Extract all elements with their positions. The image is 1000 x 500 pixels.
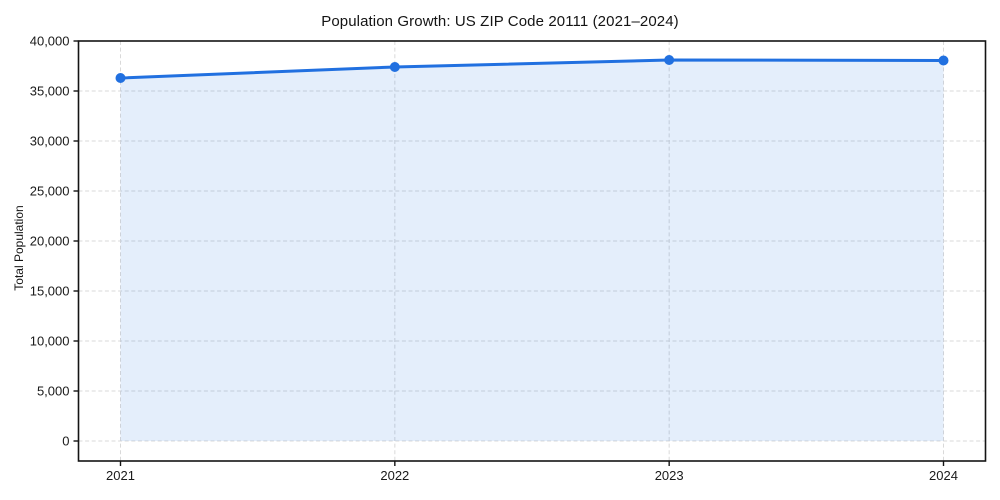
y-tick-label: 20,000 [30,234,70,249]
data-point-2021 [115,73,126,83]
y-tick-label: 15,000 [30,284,70,299]
trend-line [119,58,945,80]
plot-border [77,40,987,462]
y-tick-label: 30,000 [30,134,70,149]
y-tick-label: 5,000 [37,384,70,399]
x-tick-label: 2021 [106,468,135,483]
y-tick-label: 25,000 [30,184,70,199]
data-point-2024 [938,55,949,66]
y-tick-label: 10,000 [30,334,70,349]
chart-title: Population Growth: US ZIP Code 20111 (20… [321,13,679,30]
area-fill [120,60,944,441]
data-point-2023 [664,55,675,65]
y-tick-label: 0 [62,434,69,449]
data-point-2022 [389,62,400,72]
x-tick-label: 2024 [929,468,958,483]
x-tick-label: 2023 [655,468,684,483]
x-tick-label: 2022 [380,468,409,483]
y-tick-label: 35,000 [30,84,70,99]
y-tick-label: 40,000 [30,34,70,49]
